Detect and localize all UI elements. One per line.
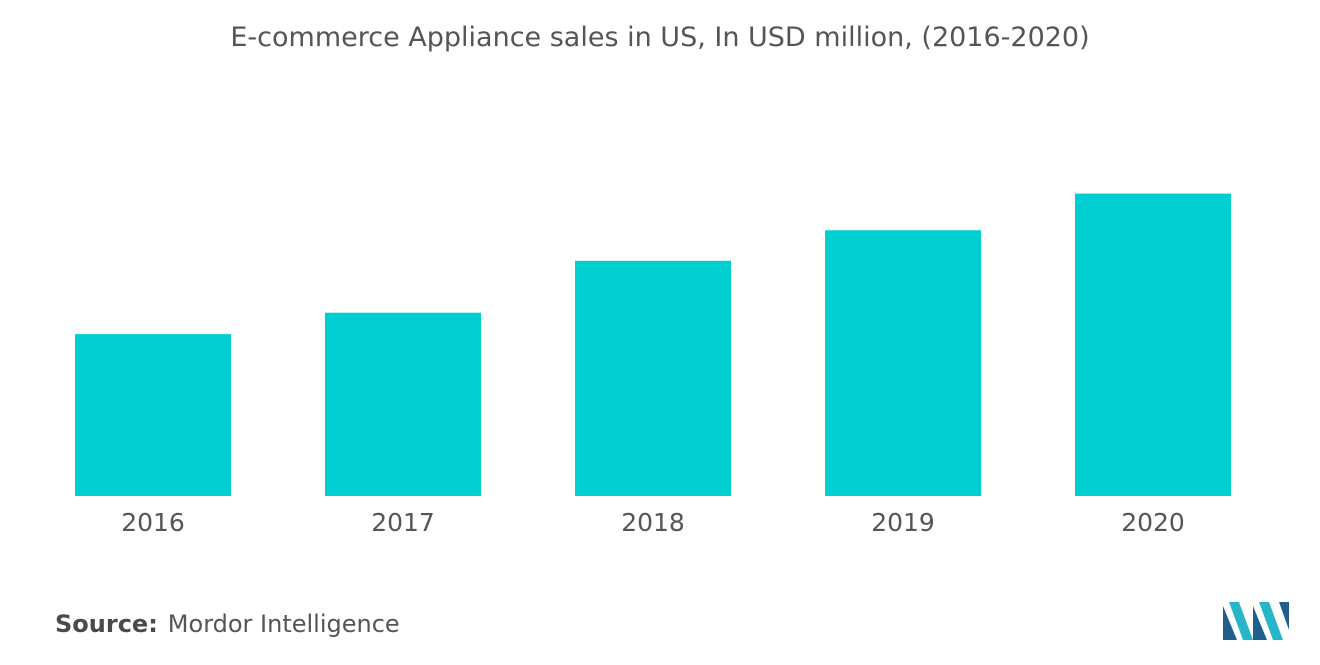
source-label: Source: <box>55 610 158 638</box>
bar-2017 <box>325 312 481 496</box>
bar-2019 <box>825 230 981 496</box>
x-tick-label-2017: 2017 <box>371 508 435 537</box>
mordor-intelligence-logo-icon <box>1223 602 1289 640</box>
bar-2020 <box>1075 193 1231 496</box>
x-tick-label-2016: 2016 <box>121 508 185 537</box>
bar-2016 <box>75 334 231 496</box>
x-tick-label-2020: 2020 <box>1121 508 1185 537</box>
x-tick-label-2019: 2019 <box>871 508 935 537</box>
source-text: Mordor Intelligence <box>167 610 400 638</box>
chart-title: E-commerce Appliance sales in US, In USD… <box>230 22 1090 53</box>
source-line: Source: Mordor Intelligence <box>55 610 400 638</box>
x-tick-label-2018: 2018 <box>621 508 685 537</box>
bar-2018 <box>575 260 731 496</box>
